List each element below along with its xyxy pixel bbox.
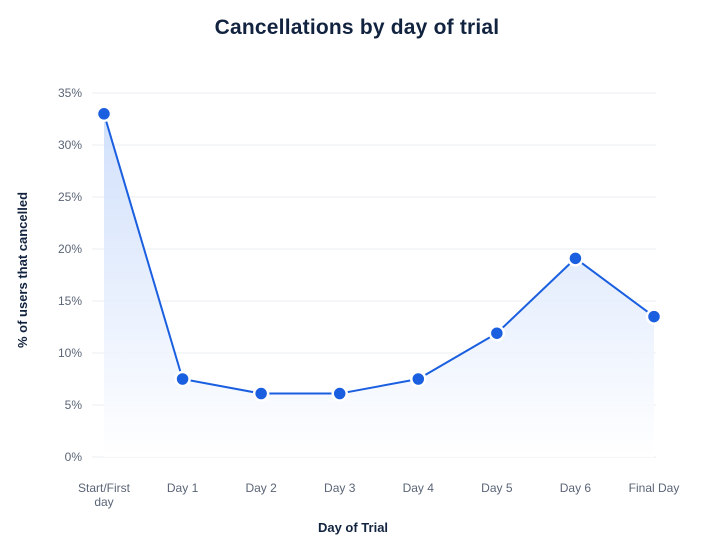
x-axis-title: Day of Trial xyxy=(318,520,388,535)
y-tick-label: 5% xyxy=(65,398,83,412)
y-tick-label: 0% xyxy=(65,450,83,464)
x-tick-label: Day 4 xyxy=(403,481,435,495)
data-point[interactable] xyxy=(331,385,348,402)
data-points xyxy=(95,105,663,402)
data-point[interactable] xyxy=(567,250,584,267)
y-tick-label: 25% xyxy=(58,190,82,204)
x-tick-label: Day 1 xyxy=(167,481,199,495)
x-tick-label: Day 5 xyxy=(481,481,513,495)
x-tick-label: Day 6 xyxy=(560,481,592,495)
y-axis-title: % of users that cancelled xyxy=(15,192,30,348)
data-point[interactable] xyxy=(95,105,113,123)
chart-title: Cancellations by day of trial xyxy=(214,16,500,39)
data-point[interactable] xyxy=(252,385,270,402)
y-tick-label: 30% xyxy=(58,138,82,152)
x-tick-label: Day 2 xyxy=(245,481,277,495)
x-tick-label: Start/First day xyxy=(78,481,131,509)
area-fill-layer xyxy=(104,113,654,458)
data-point[interactable] xyxy=(645,308,663,325)
y-axis: 0% 5% 10% 15% 20% 25% 30% 35% xyxy=(58,86,82,464)
area-fill xyxy=(104,113,654,458)
data-point[interactable] xyxy=(488,324,506,342)
series-line-layer xyxy=(103,113,655,395)
y-tick-label: 35% xyxy=(58,86,82,100)
data-point[interactable] xyxy=(174,370,191,388)
y-tick-label: 15% xyxy=(58,294,82,308)
data-point[interactable] xyxy=(410,370,427,388)
x-axis: Start/First day Day 1 Day 2 Day 3 Day 4 Day 5 D… xyxy=(78,481,679,509)
y-tick-label: 10% xyxy=(58,346,82,360)
x-tick-label: Final Day xyxy=(629,481,680,495)
y-tick-label: 20% xyxy=(58,242,82,256)
series-line xyxy=(103,113,655,395)
x-tick-label: Day 3 xyxy=(324,481,356,495)
